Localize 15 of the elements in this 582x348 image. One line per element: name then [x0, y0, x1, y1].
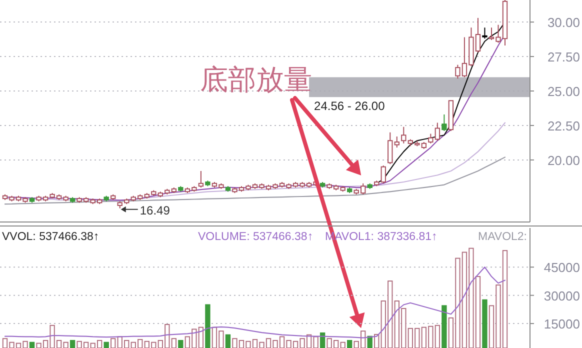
- annotation: MAVOL2:: [478, 231, 527, 243]
- band-label: 24.56 - 26.00: [314, 99, 386, 114]
- line-series: [4, 156, 506, 205]
- y-tick-label: 15000: [544, 316, 580, 332]
- annotation: VOLUME: 537466.38↑: [198, 231, 314, 243]
- annotation: 底部放量: [200, 64, 312, 95]
- y-tick-label: 27.50: [547, 50, 580, 65]
- annotation: 16.49: [140, 203, 170, 218]
- annotation: VVOL: 537466.38↑: [2, 231, 100, 243]
- y-tick-label: 30.00: [547, 15, 580, 30]
- y-tick-label: 25.00: [547, 84, 580, 100]
- y-tick-label: 45000: [544, 260, 580, 276]
- y-tick-label: 20.00: [547, 152, 580, 168]
- y-tick-label: 22.50: [547, 118, 580, 134]
- y-tick-label: 30000: [544, 288, 580, 304]
